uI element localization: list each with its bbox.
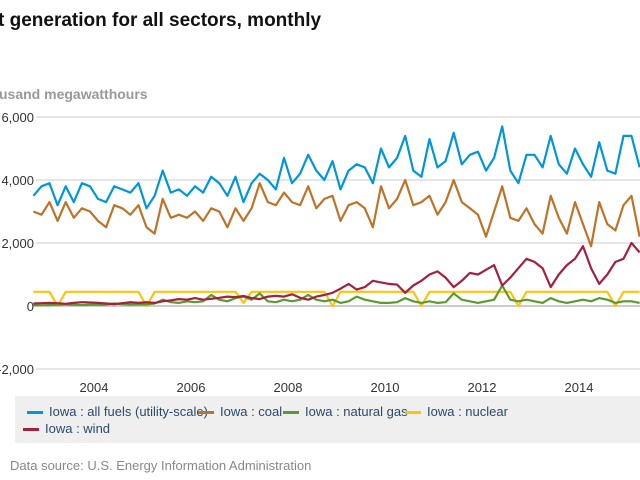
legend-swatch (283, 411, 299, 415)
data-source: Data source: U.S. Energy Information Adm… (10, 458, 312, 473)
series-line-natural-gas (33, 284, 640, 307)
series-line-coal (32, 178, 640, 248)
legend-item-natural-gas[interactable]: Iowa : natural gas (283, 404, 408, 419)
x-tick-label: 2012 (468, 380, 497, 395)
y-axis-label: usand megawatthours (0, 86, 148, 102)
y-tick-label: 0 (27, 299, 34, 314)
series-line-nuclear (33, 290, 640, 308)
legend-swatch (198, 411, 214, 415)
legend-item-all-fuels[interactable]: Iowa : all fuels (utility-scale) (27, 404, 208, 419)
legend-label: Iowa : wind (45, 421, 111, 436)
y-tick-label: -2,000 (0, 362, 34, 377)
x-tick-label: 2006 (177, 380, 206, 395)
legend-swatch (405, 411, 421, 415)
chart-title: t generation for all sectors, monthly (0, 10, 322, 31)
y-tick-label: 4,000 (1, 173, 34, 188)
x-tick-label: 2014 (565, 380, 594, 395)
legend-label: Iowa : coal (220, 404, 283, 419)
x-tick-label: 2010 (371, 380, 400, 395)
legend-item-wind[interactable]: Iowa : wind (23, 421, 110, 436)
x-tick-label: 2004 (80, 380, 109, 395)
legend-item-nuclear[interactable]: Iowa : nuclear (405, 404, 508, 419)
series-line-wind (33, 241, 640, 306)
legend: Iowa : all fuels (utility-scale) Iowa : … (15, 396, 640, 443)
legend-label: Iowa : all fuels (utility-scale) (49, 404, 208, 419)
y-tick-label: 2,000 (1, 236, 34, 251)
legend-label: Iowa : nuclear (427, 404, 508, 419)
y-tick-label: 6,000 (1, 110, 34, 125)
series-line-all-fuels-utility-scale (32, 125, 640, 210)
legend-item-coal[interactable]: Iowa : coal (198, 404, 282, 419)
legend-swatch (27, 411, 43, 415)
legend-label: Iowa : natural gas (305, 404, 408, 419)
legend-swatch (23, 428, 39, 432)
x-tick-label: 2008 (274, 380, 303, 395)
